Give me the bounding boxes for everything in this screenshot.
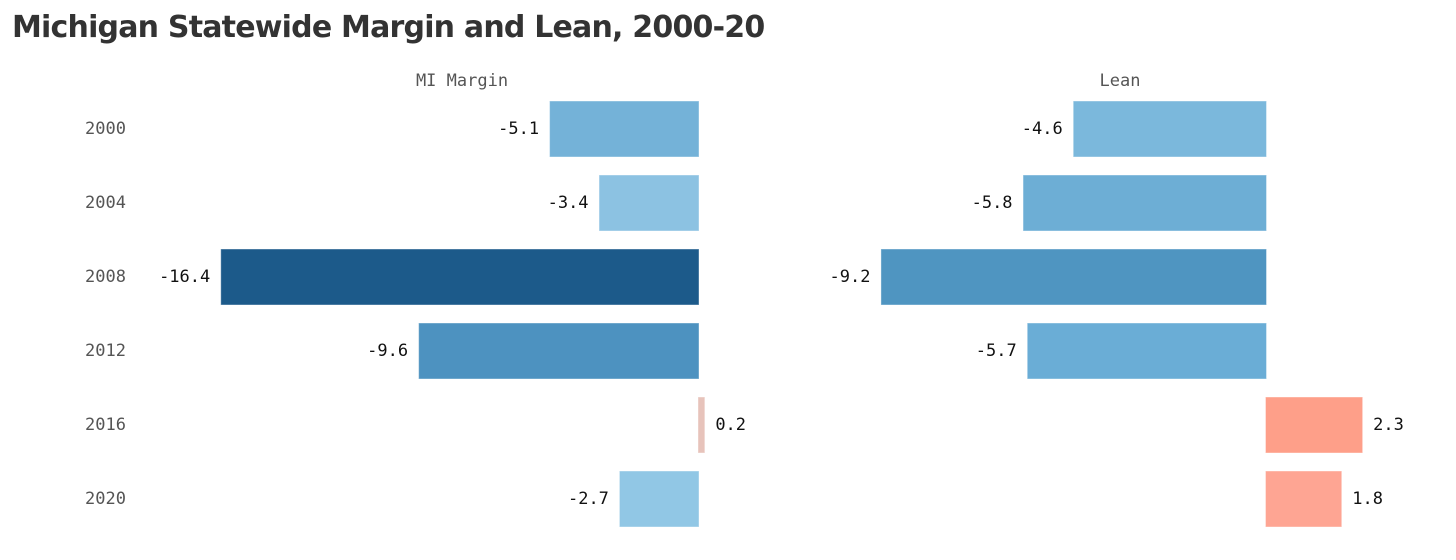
column-header-mi-margin: MI Margin	[416, 71, 508, 91]
column-header-lean: Lean	[1100, 71, 1141, 91]
data-label-mi-margin-2008: -16.4	[159, 267, 210, 287]
bar-lean-2012	[1027, 323, 1267, 379]
data-label-mi-margin-2016: 0.2	[715, 415, 746, 435]
bar-lean-2004	[1023, 175, 1267, 231]
bar-mi-margin-2004	[599, 175, 699, 231]
year-label-2020: 2020	[85, 489, 126, 509]
bar-lean-2016	[1265, 397, 1363, 453]
year-label-2008: 2008	[85, 267, 126, 287]
data-label-lean-2020: 1.8	[1352, 489, 1383, 509]
data-label-lean-2008: -9.2	[829, 267, 870, 287]
bar-lean-2000	[1073, 101, 1267, 157]
bar-lean-2008	[880, 249, 1267, 305]
data-label-mi-margin-2020: -2.7	[568, 489, 609, 509]
data-label-lean-2000: -4.6	[1022, 119, 1063, 139]
data-label-mi-margin-2004: -3.4	[548, 193, 589, 213]
chart-title: Michigan Statewide Margin and Lean, 2000…	[12, 10, 765, 45]
bar-mi-margin-2012	[418, 323, 699, 379]
year-label-2016: 2016	[85, 415, 126, 435]
bar-mi-margin-2016	[698, 397, 705, 453]
data-label-lean-2016: 2.3	[1373, 415, 1404, 435]
year-label-2004: 2004	[85, 193, 126, 213]
bar-mi-margin-2008	[220, 249, 699, 305]
year-label-2000: 2000	[85, 119, 126, 139]
data-label-lean-2012: -5.7	[976, 341, 1017, 361]
data-label-mi-margin-2012: -9.6	[367, 341, 408, 361]
year-label-2012: 2012	[85, 341, 126, 361]
data-label-mi-margin-2000: -5.1	[498, 119, 539, 139]
data-label-lean-2004: -5.8	[972, 193, 1013, 213]
bar-lean-2020	[1265, 471, 1342, 527]
bar-mi-margin-2000	[549, 101, 700, 157]
bar-mi-margin-2020	[619, 471, 699, 527]
